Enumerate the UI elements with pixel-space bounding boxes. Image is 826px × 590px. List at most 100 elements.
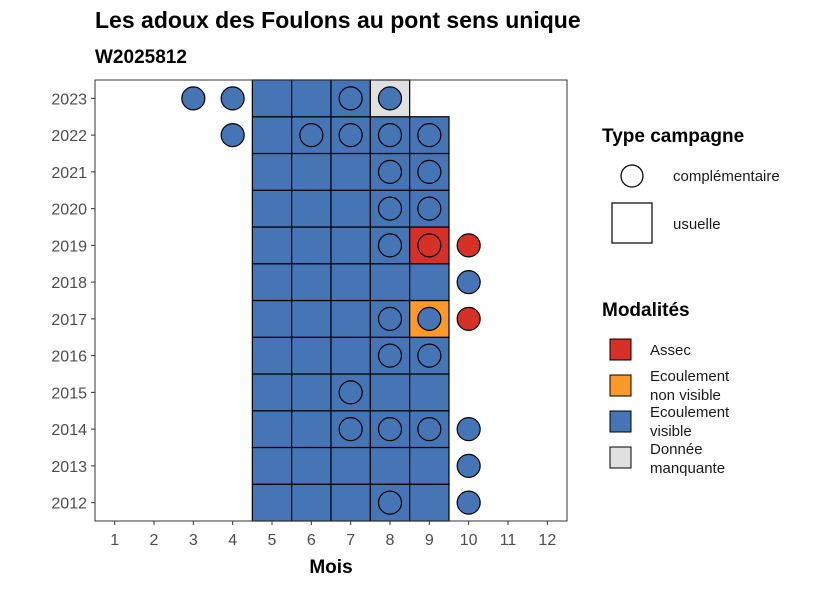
point-2022-7-ecoulement-visible [338, 123, 363, 148]
plot-panel-border [94, 79, 568, 522]
y-tick-label-2015: 2015 [51, 385, 87, 402]
point-2019-8-ecoulement-visible [377, 233, 403, 258]
cell-2020-6-ecoulement-visible [291, 189, 332, 228]
cell-2014-5-ecoulement-visible [251, 410, 293, 449]
point-2022-8-ecoulement-visible [377, 123, 403, 148]
point-2014-9-ecoulement-visible [417, 417, 442, 442]
cell-2015-6-ecoulement-visible [291, 373, 332, 412]
point-2022-4-ecoulement-visible [220, 123, 245, 148]
point-2014-10-ecoulement-visible [456, 417, 481, 442]
x-tick-label-7: 7 [346, 532, 355, 549]
point-2017-10-assec [456, 306, 481, 331]
point-2013-10-ecoulement-visible [456, 453, 481, 478]
legend-label-ecoulement-visible-2: visible [650, 423, 692, 440]
x-tick-label-3: 3 [189, 532, 198, 549]
y-tick-label-2012: 2012 [51, 496, 87, 513]
y-axis: 2012 2013 2014 2015 2016 2017 2018 2019 2020 2021… [51, 91, 95, 513]
x-tick-label-8: 8 [386, 532, 395, 549]
y-tick-label-2021: 2021 [51, 165, 87, 182]
legend: Type campagne complémentaire usuelle Mod… [602, 126, 780, 477]
x-tick-label-1: 1 [110, 532, 119, 549]
cell-2019-6-ecoulement-visible [291, 226, 332, 265]
point-2019-10-assec [456, 233, 481, 258]
point-2021-8-ecoulement-visible [377, 159, 403, 184]
cell-2013-5-ecoulement-visible [251, 446, 293, 485]
x-tick-label-2: 2 [150, 532, 159, 549]
legend-swatch-ecoulement-non-visible [609, 374, 632, 397]
cell-2021-7-ecoulement-visible [330, 152, 371, 191]
point-2018-10-ecoulement-visible [456, 270, 481, 295]
x-tick-label-4: 4 [228, 532, 237, 549]
point-2021-9-ecoulement-visible [417, 159, 442, 184]
point-2023-4-ecoulement-visible [220, 86, 245, 111]
x-tick-label-12: 12 [538, 532, 556, 549]
cell-2012-7-ecoulement-visible [330, 483, 371, 522]
x-tick-label-11: 11 [500, 532, 517, 549]
legend-shape-label-complementaire: complémentaire [673, 168, 780, 185]
cell-2014-6-ecoulement-visible [291, 410, 332, 449]
x-axis-label: Mois [309, 557, 352, 578]
legend-shape-label-usuelle: usuelle [673, 216, 721, 233]
point-2019-9-assec [417, 233, 442, 258]
chart-subtitle: W2025812 [95, 47, 187, 68]
cell-2018-8-ecoulement-visible [369, 263, 411, 302]
legend-label-donnee-manquante-2: manquante [650, 460, 725, 477]
legend-square-icon [611, 202, 653, 244]
x-tick-label-10: 10 [460, 532, 478, 549]
point-2017-8-ecoulement-visible [377, 306, 403, 331]
legend-swatch-ecoulement-visible [609, 410, 632, 433]
cell-2018-7-ecoulement-visible [330, 263, 371, 302]
cell-2020-5-ecoulement-visible [251, 189, 293, 228]
chart-title: Les adoux des Foulons au pont sens uniqu… [95, 7, 581, 33]
cell-2018-9-ecoulement-visible [409, 263, 450, 302]
cell-2019-5-ecoulement-visible [251, 226, 293, 265]
cell-2015-9-ecoulement-visible [409, 373, 450, 412]
point-2014-8-ecoulement-visible [377, 417, 403, 442]
point-2023-7-ecoulement-visible [338, 86, 363, 111]
y-tick-label-2017: 2017 [51, 312, 87, 329]
legend-label-ecoulement-non-visible-2: non visible [650, 387, 721, 404]
cell-2012-6-ecoulement-visible [291, 483, 332, 522]
point-2017-9-ecoulement-visible [417, 306, 442, 331]
cell-2021-6-ecoulement-visible [291, 152, 332, 191]
y-tick-label-2020: 2020 [51, 202, 87, 219]
point-2015-7-ecoulement-visible [338, 380, 363, 405]
y-tick-label-2019: 2019 [51, 238, 87, 255]
cell-2020-7-ecoulement-visible [330, 189, 371, 228]
cell-2017-5-ecoulement-visible [251, 299, 293, 338]
cell-2014-9-ecoulement-visible [409, 410, 450, 449]
point-2012-10-ecoulement-visible [456, 490, 481, 515]
cell-2022-5-ecoulement-visible [251, 116, 293, 155]
cell-2013-9-ecoulement-visible [409, 446, 450, 485]
legend-circle-icon [620, 164, 644, 188]
cell-2013-8-ecoulement-visible [369, 446, 411, 485]
cell-2016-6-ecoulement-visible [291, 336, 332, 375]
cell-2017-7-ecoulement-visible [330, 299, 371, 338]
point-2014-7-ecoulement-visible [338, 417, 363, 442]
cell-2016-5-ecoulement-visible [251, 336, 293, 375]
y-tick-label-2023: 2023 [51, 91, 87, 108]
legend-swatch-assec [609, 338, 632, 361]
legend-label-donnee-manquante-1: Donnée [650, 441, 703, 458]
cell-2015-8-ecoulement-visible [369, 373, 411, 412]
cell-2015-5-ecoulement-visible [251, 373, 293, 412]
legend-fill-title: Modalités [602, 300, 690, 321]
cell-2021-5-ecoulement-visible [251, 152, 293, 191]
cell-2013-7-ecoulement-visible [330, 446, 371, 485]
cell-2018-5-ecoulement-visible [251, 263, 293, 302]
cell-2016-7-ecoulement-visible [330, 336, 371, 375]
x-tick-label-5: 5 [268, 532, 277, 549]
cell-2013-6-ecoulement-visible [291, 446, 332, 485]
point-2023-3-ecoulement-visible [181, 86, 206, 111]
x-tick-label-9: 9 [425, 532, 434, 549]
heatmap-cells [251, 79, 450, 522]
point-2016-8-ecoulement-visible [377, 343, 403, 368]
point-2020-8-ecoulement-visible [377, 196, 403, 221]
cell-2023-5-ecoulement-visible [251, 79, 293, 118]
point-2020-9-ecoulement-visible [417, 196, 442, 221]
y-tick-label-2022: 2022 [51, 128, 87, 145]
point-2012-8-ecoulement-visible [377, 490, 403, 515]
y-tick-label-2013: 2013 [51, 459, 87, 476]
cell-2019-7-ecoulement-visible [330, 226, 371, 265]
